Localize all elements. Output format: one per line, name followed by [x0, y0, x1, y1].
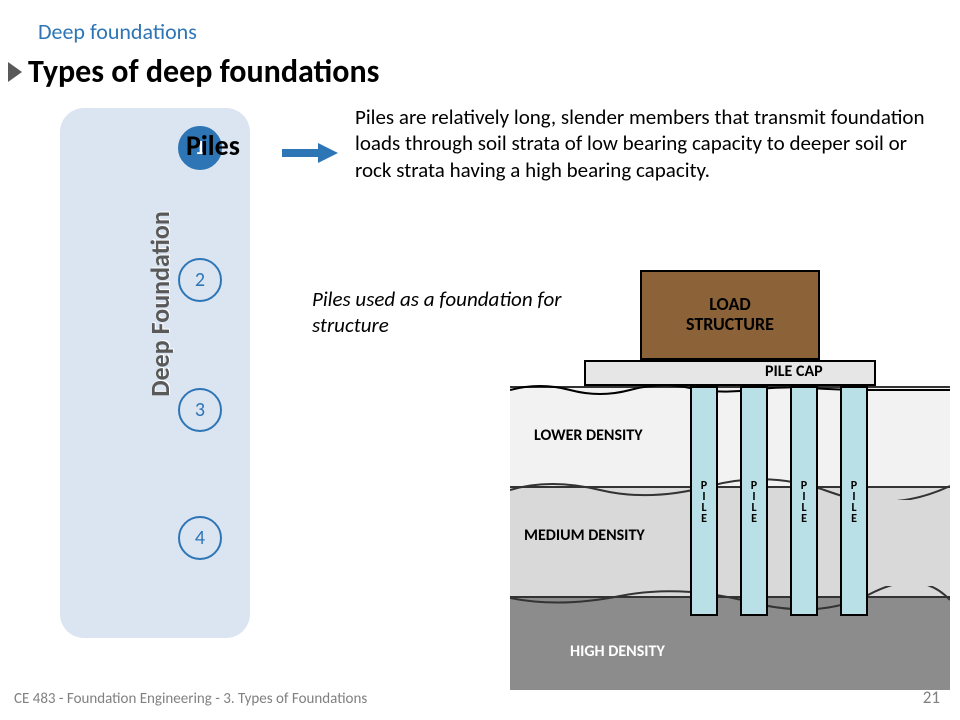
soil-label-2: MEDIUM DENSITY	[524, 526, 645, 545]
page-title: Types of deep foundations	[28, 52, 379, 91]
pile-label-3: PILE	[797, 479, 811, 523]
pile-label-4: PILE	[847, 479, 861, 523]
pile-1: PILE	[690, 386, 718, 616]
sidebar-circle-4: 4	[178, 516, 222, 560]
sidebar-item-2: 2	[178, 258, 222, 302]
type-label: Piles	[186, 128, 240, 163]
sidebar-circle-2: 2	[178, 258, 222, 302]
soil-label-3: HIGH DENSITY	[570, 642, 665, 661]
sidebar-item-3: 3	[178, 388, 222, 432]
pile-2: PILE	[740, 386, 768, 616]
page-number: 21	[923, 687, 940, 708]
pile-cap	[584, 360, 876, 386]
sidebar-circle-3: 3	[178, 388, 222, 432]
sidebar-vertical-label: Deep Foundation	[144, 194, 176, 414]
pile-4: PILE	[840, 386, 868, 616]
arrow-right-icon	[280, 142, 340, 164]
load-line2: STRUCTURE	[686, 315, 774, 335]
description-text: Piles are relatively long, slender membe…	[355, 104, 925, 183]
triangle-bullet-icon	[8, 62, 22, 82]
sidebar-item-4: 4	[178, 516, 222, 560]
pile-label-1: PILE	[697, 479, 711, 523]
pile-cap-label: PILE CAP	[765, 362, 823, 381]
title-row: Types of deep foundations	[8, 52, 379, 91]
pile-label-2: PILE	[747, 479, 761, 523]
soil-label-1: LOWER DENSITY	[534, 426, 643, 445]
pile-3: PILE	[790, 386, 818, 616]
footer-text: CE 483 - Foundation Engineering - 3. Typ…	[14, 690, 367, 708]
load-structure-box: LOAD STRUCTURE	[640, 270, 820, 360]
foundation-diagram: LOWER DENSITY MEDIUM DENSITY HIGH DENSIT…	[510, 270, 950, 690]
sidebar-panel: Deep Foundation 1 2 3 4	[60, 108, 250, 638]
section-header: Deep foundations	[38, 18, 197, 45]
